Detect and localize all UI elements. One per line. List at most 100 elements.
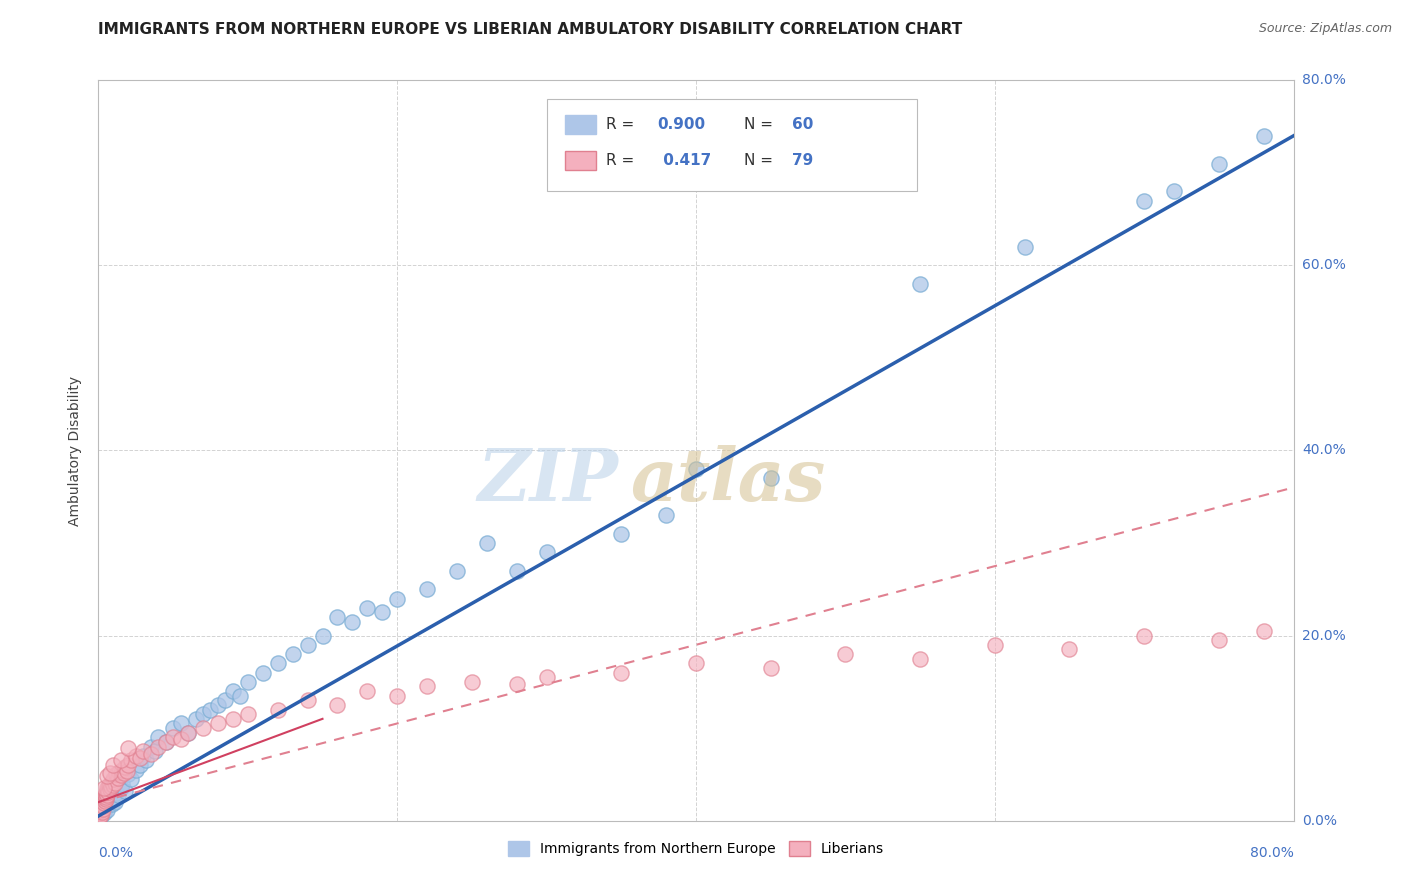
Point	[100, 780, 122, 795]
Point	[908, 651, 931, 665]
Point	[114, 784, 136, 798]
Point	[107, 788, 129, 802]
Point	[267, 657, 290, 671]
Point	[110, 754, 132, 768]
Point	[114, 760, 136, 774]
Text: 80.0%: 80.0%	[1302, 73, 1346, 87]
Point	[685, 657, 707, 671]
Point	[610, 526, 633, 541]
Point	[117, 767, 139, 781]
Point	[94, 786, 117, 800]
Point	[98, 765, 122, 780]
Text: R =: R =	[606, 153, 640, 168]
Point	[96, 803, 118, 817]
Text: ZIP: ZIP	[478, 444, 619, 516]
Point	[93, 796, 115, 810]
Point	[117, 741, 139, 756]
Point	[207, 716, 229, 731]
Point	[536, 545, 558, 559]
Point	[91, 805, 114, 819]
Text: 0.417: 0.417	[658, 153, 711, 168]
Point	[1059, 642, 1081, 657]
Point	[148, 731, 170, 745]
Point	[446, 564, 468, 578]
Point	[252, 665, 274, 680]
Point	[169, 716, 191, 731]
Point	[107, 771, 129, 785]
Point	[104, 775, 127, 789]
Point	[98, 776, 122, 791]
Point	[139, 747, 162, 761]
Point	[297, 638, 319, 652]
Point	[229, 689, 252, 703]
Point	[342, 615, 364, 629]
Point	[162, 731, 184, 745]
Point	[93, 806, 115, 821]
Text: 40.0%: 40.0%	[1302, 443, 1346, 458]
Point	[385, 591, 409, 606]
Point	[103, 772, 125, 786]
Point	[148, 739, 170, 754]
Point	[222, 684, 245, 698]
Point	[132, 748, 155, 763]
Point	[1253, 624, 1275, 638]
Point	[139, 739, 162, 754]
Text: 0.0%: 0.0%	[98, 846, 134, 860]
Point	[96, 784, 118, 798]
Point	[1208, 633, 1230, 648]
Point	[371, 606, 394, 620]
Text: N =: N =	[744, 117, 778, 132]
Point	[759, 661, 782, 675]
Point	[129, 750, 152, 764]
Point	[177, 725, 200, 739]
Point	[89, 811, 111, 825]
Text: 0.0%: 0.0%	[1302, 814, 1337, 828]
Point	[105, 786, 128, 800]
Point	[162, 721, 184, 735]
Point	[103, 790, 125, 805]
Point	[96, 769, 118, 783]
Text: 0.900: 0.900	[658, 117, 706, 132]
Point	[94, 799, 117, 814]
Text: N =: N =	[744, 153, 778, 168]
Point	[297, 693, 319, 707]
Point	[117, 758, 139, 772]
Point	[93, 781, 115, 796]
Text: Source: ZipAtlas.com: Source: ZipAtlas.com	[1258, 22, 1392, 36]
Point	[311, 628, 333, 642]
Point	[155, 735, 177, 749]
Text: 79: 79	[792, 153, 813, 168]
Point	[98, 782, 121, 797]
Point	[111, 776, 134, 791]
Point	[120, 772, 142, 786]
Point	[214, 693, 236, 707]
Point	[125, 748, 148, 763]
Point	[1133, 628, 1156, 642]
Point	[356, 600, 378, 615]
Point	[356, 684, 378, 698]
FancyBboxPatch shape	[547, 99, 917, 191]
Point	[191, 707, 214, 722]
Point	[475, 536, 498, 550]
Point	[908, 277, 931, 291]
Point	[155, 735, 177, 749]
Point	[222, 712, 245, 726]
Point	[685, 462, 707, 476]
Text: atlas: atlas	[630, 444, 825, 516]
Point	[326, 610, 349, 624]
Point	[90, 805, 112, 820]
Legend: Immigrants from Northern Europe, Liberians: Immigrants from Northern Europe, Liberia…	[502, 836, 890, 862]
Point	[385, 689, 409, 703]
Point	[111, 763, 134, 777]
Point	[96, 789, 118, 804]
Point	[89, 805, 111, 819]
Text: 60.0%: 60.0%	[1302, 259, 1346, 272]
Point	[610, 665, 633, 680]
Point	[1133, 194, 1156, 208]
Point	[1253, 128, 1275, 143]
Point	[200, 703, 222, 717]
Point	[416, 680, 439, 694]
Point	[1208, 156, 1230, 170]
Point	[103, 758, 125, 772]
Point	[90, 799, 112, 814]
